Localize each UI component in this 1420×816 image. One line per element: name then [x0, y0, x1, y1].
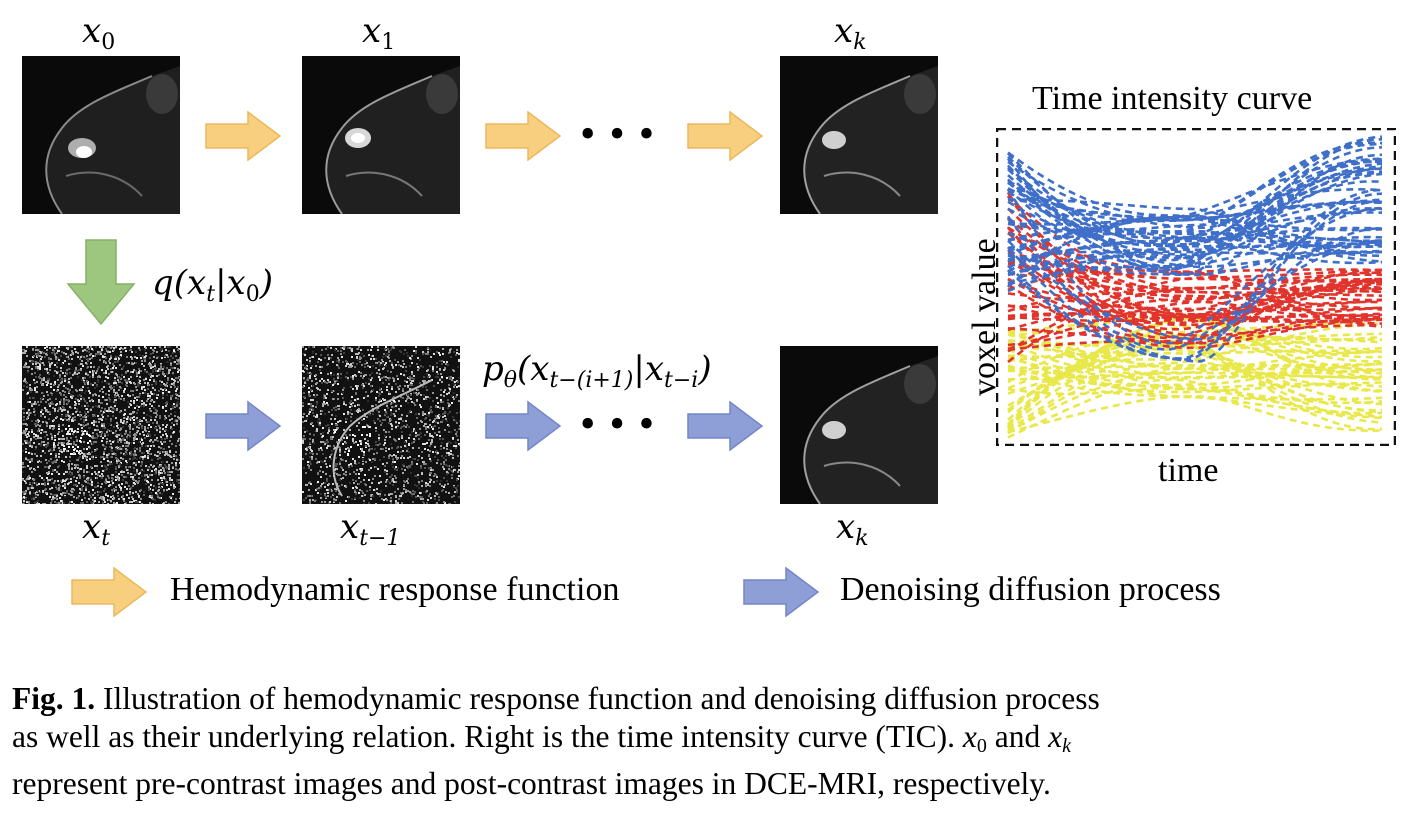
mri-image-xk-bottom: [780, 346, 938, 504]
tic-curve: [1007, 228, 1383, 245]
tic-curve: [1007, 160, 1383, 263]
tic-curve: [1006, 192, 1383, 341]
ellipsis-bottom: •••: [580, 399, 669, 448]
caption-line-2: as well as their underlying relation. Ri…: [12, 719, 1071, 757]
ellipsis-top: •••: [580, 109, 669, 158]
orange-arrow-icon: [687, 110, 764, 162]
mri-image-x1: [302, 56, 460, 214]
mri-image-xk-top: [780, 56, 938, 214]
tic-curve: [1007, 322, 1383, 435]
tic-curve: [1007, 268, 1383, 353]
tic-curve: [1007, 226, 1383, 340]
tic-curve: [1006, 215, 1383, 351]
tic-curve: [1007, 277, 1383, 325]
tic-curve: [1007, 188, 1383, 341]
tic-title: Time intensity curve: [1032, 80, 1313, 117]
legend-orange-label: Hemodynamic response function: [170, 571, 620, 608]
tic-curve: [1007, 226, 1383, 327]
tic-curve: [1007, 339, 1383, 414]
label-xk-top: xk: [834, 11, 867, 55]
tic-curve: [1007, 356, 1383, 420]
tic-curve: [1007, 362, 1383, 370]
tic-curve: [1007, 166, 1383, 269]
tic-curve: [1007, 151, 1383, 243]
green-down-arrow-icon: [66, 239, 136, 326]
tic-curve: [1007, 258, 1383, 303]
tic-curve: [1007, 142, 1383, 250]
legend-blue-label: Denoising diffusion process: [840, 571, 1221, 608]
tic-curve: [1006, 195, 1383, 319]
tic-curve: [1007, 350, 1383, 381]
tic-curve: [1007, 366, 1383, 434]
mri-image-x0: [22, 56, 180, 214]
tic-curve: [1007, 201, 1383, 257]
tic-curve: [1006, 188, 1383, 345]
noise-image-xt-minus-1: [302, 346, 460, 504]
tic-curve: [1007, 385, 1383, 405]
tic-curve: [1007, 292, 1383, 313]
label-x0: x0: [82, 11, 116, 55]
tic-curve: [1007, 298, 1383, 347]
label-xt-minus-1: xt−1: [340, 507, 401, 551]
label-xt: xt: [82, 507, 111, 551]
tic-curve: [1007, 195, 1383, 290]
tic-curve: [1007, 354, 1383, 394]
tic-curve: [1007, 348, 1383, 380]
tic-curve: [1007, 187, 1383, 248]
orange-arrow-icon: [485, 110, 562, 162]
tic-curve: [1007, 395, 1383, 434]
tic-curve: [1007, 317, 1383, 345]
tic-curve: [1007, 258, 1383, 331]
tic-curve: [1007, 232, 1383, 317]
figure-caption: Fig. 1. Illustration of hemodynamic resp…: [12, 680, 1412, 803]
tic-curve: [1007, 349, 1383, 363]
caption-line-1: Fig. 1. Illustration of hemodynamic resp…: [12, 681, 1100, 716]
tic-curve: [1007, 259, 1383, 292]
tic-curve: [1007, 198, 1383, 263]
tic-curve: [1007, 250, 1383, 275]
tic-curve: [1007, 158, 1383, 230]
tic-curve: [1007, 316, 1383, 421]
label-xk-bottom: xk: [836, 507, 869, 551]
legend-blue-arrow-icon: [743, 566, 820, 618]
tic-curve: [1007, 135, 1383, 239]
tic-curve: [1007, 369, 1383, 391]
legend-orange-arrow-icon: [71, 566, 148, 618]
orange-arrow-icon: [205, 110, 282, 162]
tic-curve: [1007, 172, 1383, 257]
tic-curve: [1007, 241, 1383, 285]
blue-arrow-icon: [205, 400, 282, 452]
noise-image-xt: [22, 346, 180, 504]
tic-curve: [1007, 271, 1383, 322]
tic-curve: [1007, 339, 1383, 411]
tic-xlabel: time: [1158, 452, 1219, 489]
tic-curve: [1007, 231, 1383, 274]
caption-line-3: represent pre-contrast images and post-c…: [12, 766, 1051, 801]
forward-process-label: q(xt|x0): [152, 263, 273, 307]
tic-curve: [1007, 192, 1383, 363]
tic-curve: [1007, 378, 1383, 439]
reverse-process-label: pθ(xt−(i+1)|xt−i): [482, 349, 712, 393]
blue-arrow-icon: [485, 400, 562, 452]
blue-arrow-icon: [687, 400, 764, 452]
tic-curve: [1007, 235, 1383, 286]
label-x1: x1: [362, 11, 396, 55]
tic-curve: [1007, 226, 1383, 269]
tic-curve: [1007, 226, 1383, 360]
tic-plot: [996, 128, 1396, 446]
